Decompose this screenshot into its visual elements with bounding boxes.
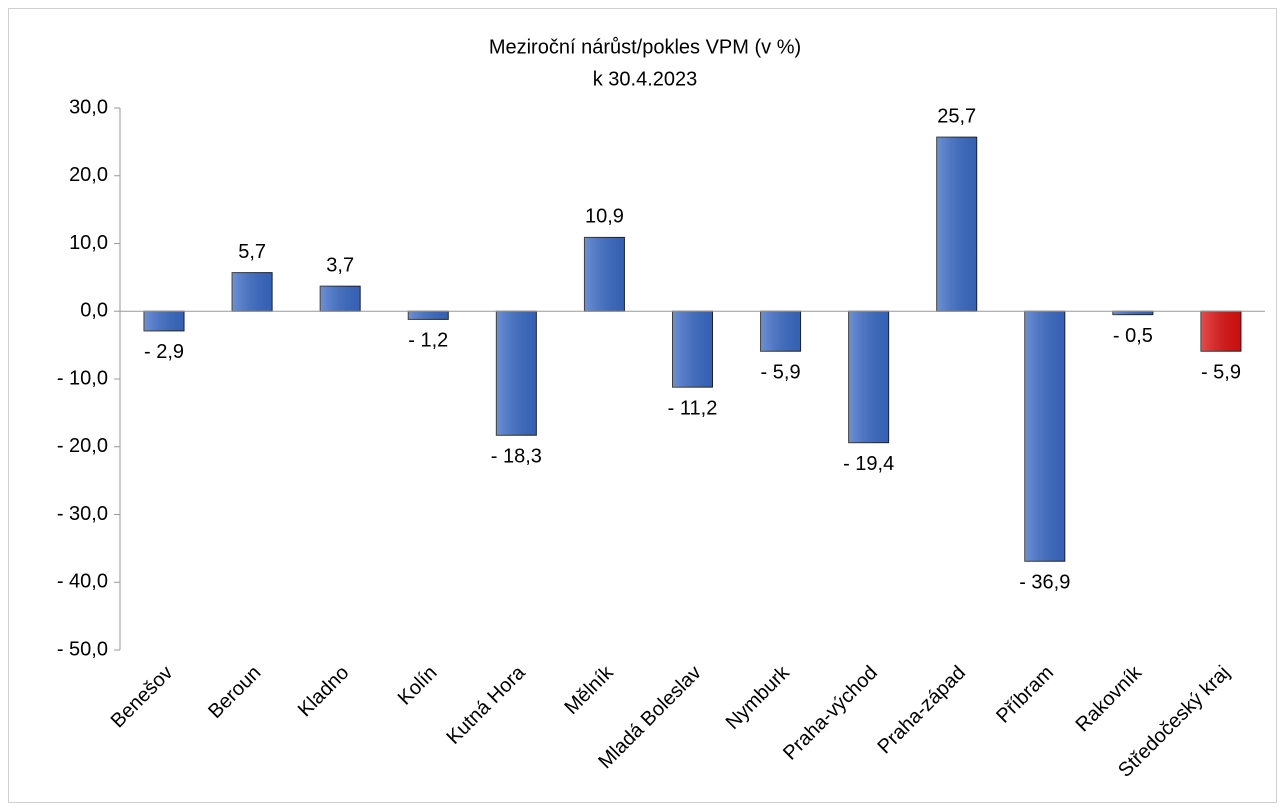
bar-shine: [584, 237, 625, 312]
y-tick-label: - 10,0: [57, 367, 108, 389]
bar-shine: [760, 311, 801, 352]
y-tick-label: 30,0: [69, 96, 108, 118]
bar-shine: [496, 311, 537, 436]
y-tick-label: 0,0: [80, 300, 108, 322]
bar-shine: [232, 272, 273, 312]
y-tick-label: - 40,0: [57, 571, 108, 593]
bar-shine: [1112, 311, 1153, 315]
bar-shine: [1200, 311, 1241, 352]
bar-shine: [848, 311, 889, 443]
value-label: 25,7: [937, 105, 976, 127]
chart-title: Meziroční nárůst/pokles VPM (v %): [489, 36, 801, 58]
value-label: - 5,9: [761, 362, 801, 384]
value-label: 3,7: [326, 254, 354, 276]
value-label: - 18,3: [491, 446, 542, 468]
value-label: - 2,9: [144, 341, 184, 363]
bar-shine: [1024, 311, 1065, 562]
y-tick-label: 10,0: [69, 232, 108, 254]
value-label: - 0,5: [1113, 325, 1153, 347]
y-tick-label: - 30,0: [57, 503, 108, 525]
value-label: - 11,2: [668, 397, 718, 419]
value-label: - 5,9: [1201, 362, 1241, 384]
bar-shine: [320, 286, 361, 312]
bar-shine: [672, 311, 713, 388]
value-label: - 19,4: [843, 453, 894, 475]
value-label: 5,7: [238, 241, 266, 263]
y-tick-label: 20,0: [69, 164, 108, 186]
bar-shine: [936, 137, 977, 312]
value-label: 10,9: [585, 206, 624, 228]
bar-shine: [144, 311, 185, 331]
y-tick-label: - 50,0: [57, 638, 108, 660]
chart-border: [8, 8, 1277, 803]
value-label: - 36,9: [1019, 572, 1070, 594]
chart-subtitle: k 30.4.2023: [593, 68, 698, 90]
value-label: - 1,2: [408, 330, 448, 352]
y-tick-label: - 20,0: [57, 435, 108, 457]
bar-shine: [408, 311, 449, 320]
